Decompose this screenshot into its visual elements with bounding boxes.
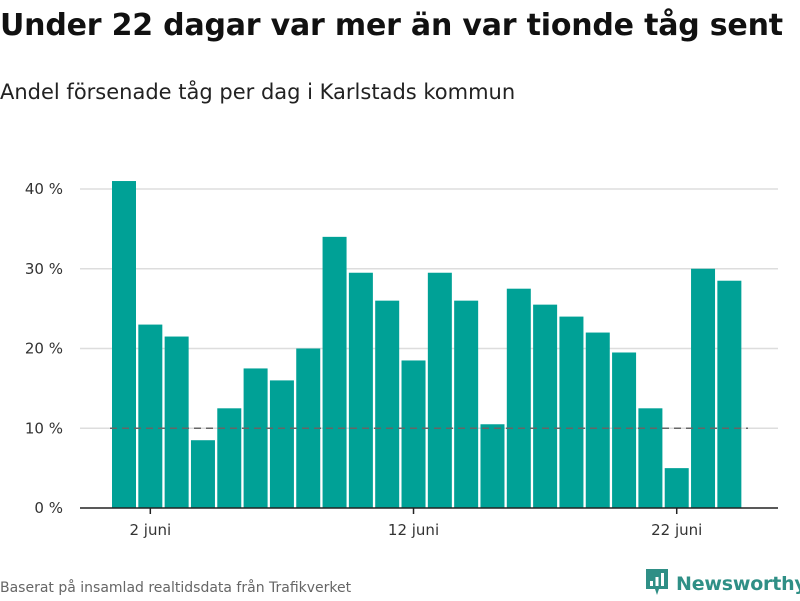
bar-day-5[interactable] — [217, 408, 242, 508]
bar-day-18[interactable] — [559, 316, 584, 508]
newsworthy-logo-icon — [644, 567, 670, 601]
x-tick-label: 12 juni — [388, 521, 439, 539]
bar-day-6[interactable] — [243, 368, 268, 508]
axes — [80, 507, 778, 514]
bar-day-14[interactable] — [454, 300, 479, 508]
x-tick-label: 22 juni — [651, 521, 702, 539]
y-tick-label: 0 % — [34, 499, 63, 517]
bar-day-23[interactable] — [691, 268, 716, 508]
bar-day-20[interactable] — [612, 352, 637, 508]
bar-day-19[interactable] — [585, 332, 610, 508]
bar-day-4[interactable] — [190, 440, 215, 508]
brand-logo[interactable]: Newsworthy — [644, 568, 800, 600]
bar-day-10[interactable] — [348, 272, 373, 508]
bar-day-22[interactable] — [664, 468, 689, 509]
bar-day-3[interactable] — [164, 336, 189, 508]
y-tick-label: 10 % — [25, 419, 63, 437]
bar-day-2[interactable] — [138, 324, 163, 508]
bar-day-11[interactable] — [375, 300, 400, 508]
bars — [112, 181, 742, 509]
bar-day-12[interactable] — [401, 360, 426, 508]
bar-day-16[interactable] — [506, 288, 531, 508]
bar-day-21[interactable] — [638, 408, 663, 508]
x-tick-label: 2 juni — [129, 521, 171, 539]
bar-day-15[interactable] — [480, 424, 505, 508]
chart-subtitle: Andel försenade tåg per dag i Karlstads … — [0, 80, 516, 104]
bar-day-9[interactable] — [322, 236, 347, 508]
bar-day-13[interactable] — [427, 272, 452, 508]
brand-name: Newsworthy — [676, 573, 800, 595]
bar-day-7[interactable] — [269, 380, 294, 508]
bar-day-1[interactable] — [112, 181, 136, 508]
chart-title: Under 22 dagar var mer än var tionde tåg… — [0, 8, 783, 43]
y-tick-label: 30 % — [25, 260, 63, 278]
bar-day-24[interactable] — [717, 280, 742, 508]
y-tick-label: 40 % — [25, 180, 63, 198]
bar-day-17[interactable] — [533, 304, 558, 508]
source-note: Baserat på insamlad realtidsdata från Tr… — [0, 580, 352, 596]
tick-labels: 0 % 10 % 20 % 30 % 40 % 2 juni 12 juni 22 juni — [25, 180, 702, 539]
y-tick-label: 20 % — [25, 340, 63, 358]
